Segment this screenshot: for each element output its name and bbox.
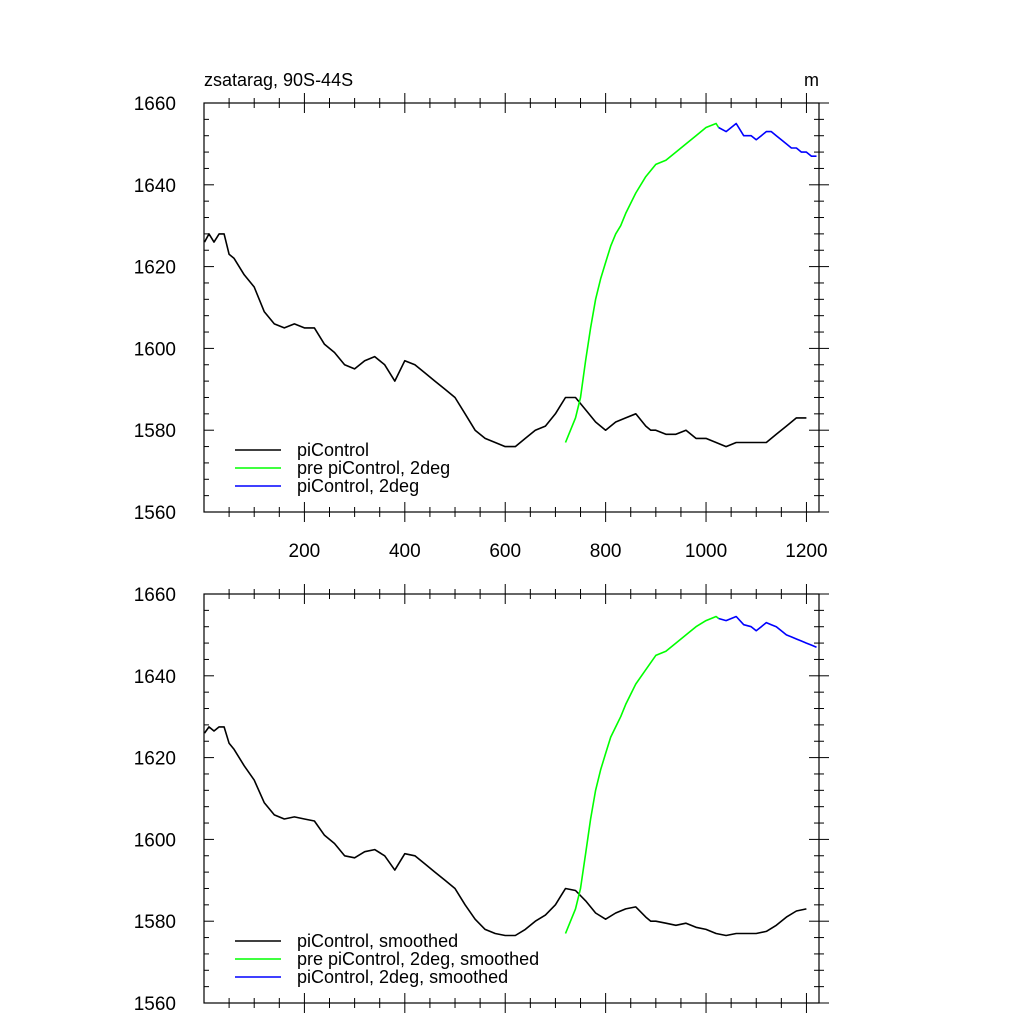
top-panel: 1560 1580 1600 1620 1640 1660 200 400 600 800 1000… (134, 93, 829, 562)
series-line-picontrol (203, 233, 807, 448)
bottom-panel: 1560 1580 1600 1620 1640 1660 piControl, smoot… (134, 584, 829, 1015)
y-tick-label: 1640 (134, 176, 176, 197)
y-tick-label: 1660 (134, 585, 176, 606)
units-label: m (804, 70, 819, 90)
y-tick-label: 1600 (134, 339, 176, 360)
legend-label: pre piControl, 2deg (297, 458, 450, 478)
chart-title: zsatarag, 90S-44S (204, 70, 353, 90)
series-line-pre-picontrol-2deg (564, 122, 720, 443)
legend-label: piControl, 2deg, smoothed (297, 967, 508, 987)
plot-frame (203, 593, 820, 1004)
legend-label: piControl, smoothed (297, 931, 458, 951)
series-line-picontrol-2deg-smoothed (718, 615, 817, 648)
y-tick-label: 1580 (134, 912, 176, 933)
y-tick-label: 1600 (134, 830, 176, 851)
legend-label: pre piControl, 2deg, smoothed (297, 949, 539, 969)
y-tick-label: 1560 (134, 503, 176, 524)
x-tick-label: 800 (590, 541, 622, 562)
y-tick-label: 1620 (134, 749, 176, 770)
series-line-picontrol-smoothed (203, 726, 807, 937)
series-line-pre-picontrol-2deg-smoothed (564, 615, 720, 934)
y-tick-label: 1640 (134, 667, 176, 688)
series-line-picontrol-2deg (718, 122, 817, 157)
y-tick-label: 1580 (134, 421, 176, 442)
x-tick-label: 400 (389, 541, 421, 562)
x-tick-label: 1200 (785, 541, 827, 562)
legend-label: piControl (297, 440, 369, 460)
y-tick-label: 1620 (134, 258, 176, 279)
y-tick-label: 1560 (134, 994, 176, 1015)
x-tick-label: 600 (489, 541, 521, 562)
x-tick-label: 1000 (685, 541, 727, 562)
x-tick-label: 200 (289, 541, 321, 562)
y-tick-label: 1660 (134, 94, 176, 115)
plot-frame (203, 102, 820, 513)
legend-label: piControl, 2deg (297, 476, 419, 496)
